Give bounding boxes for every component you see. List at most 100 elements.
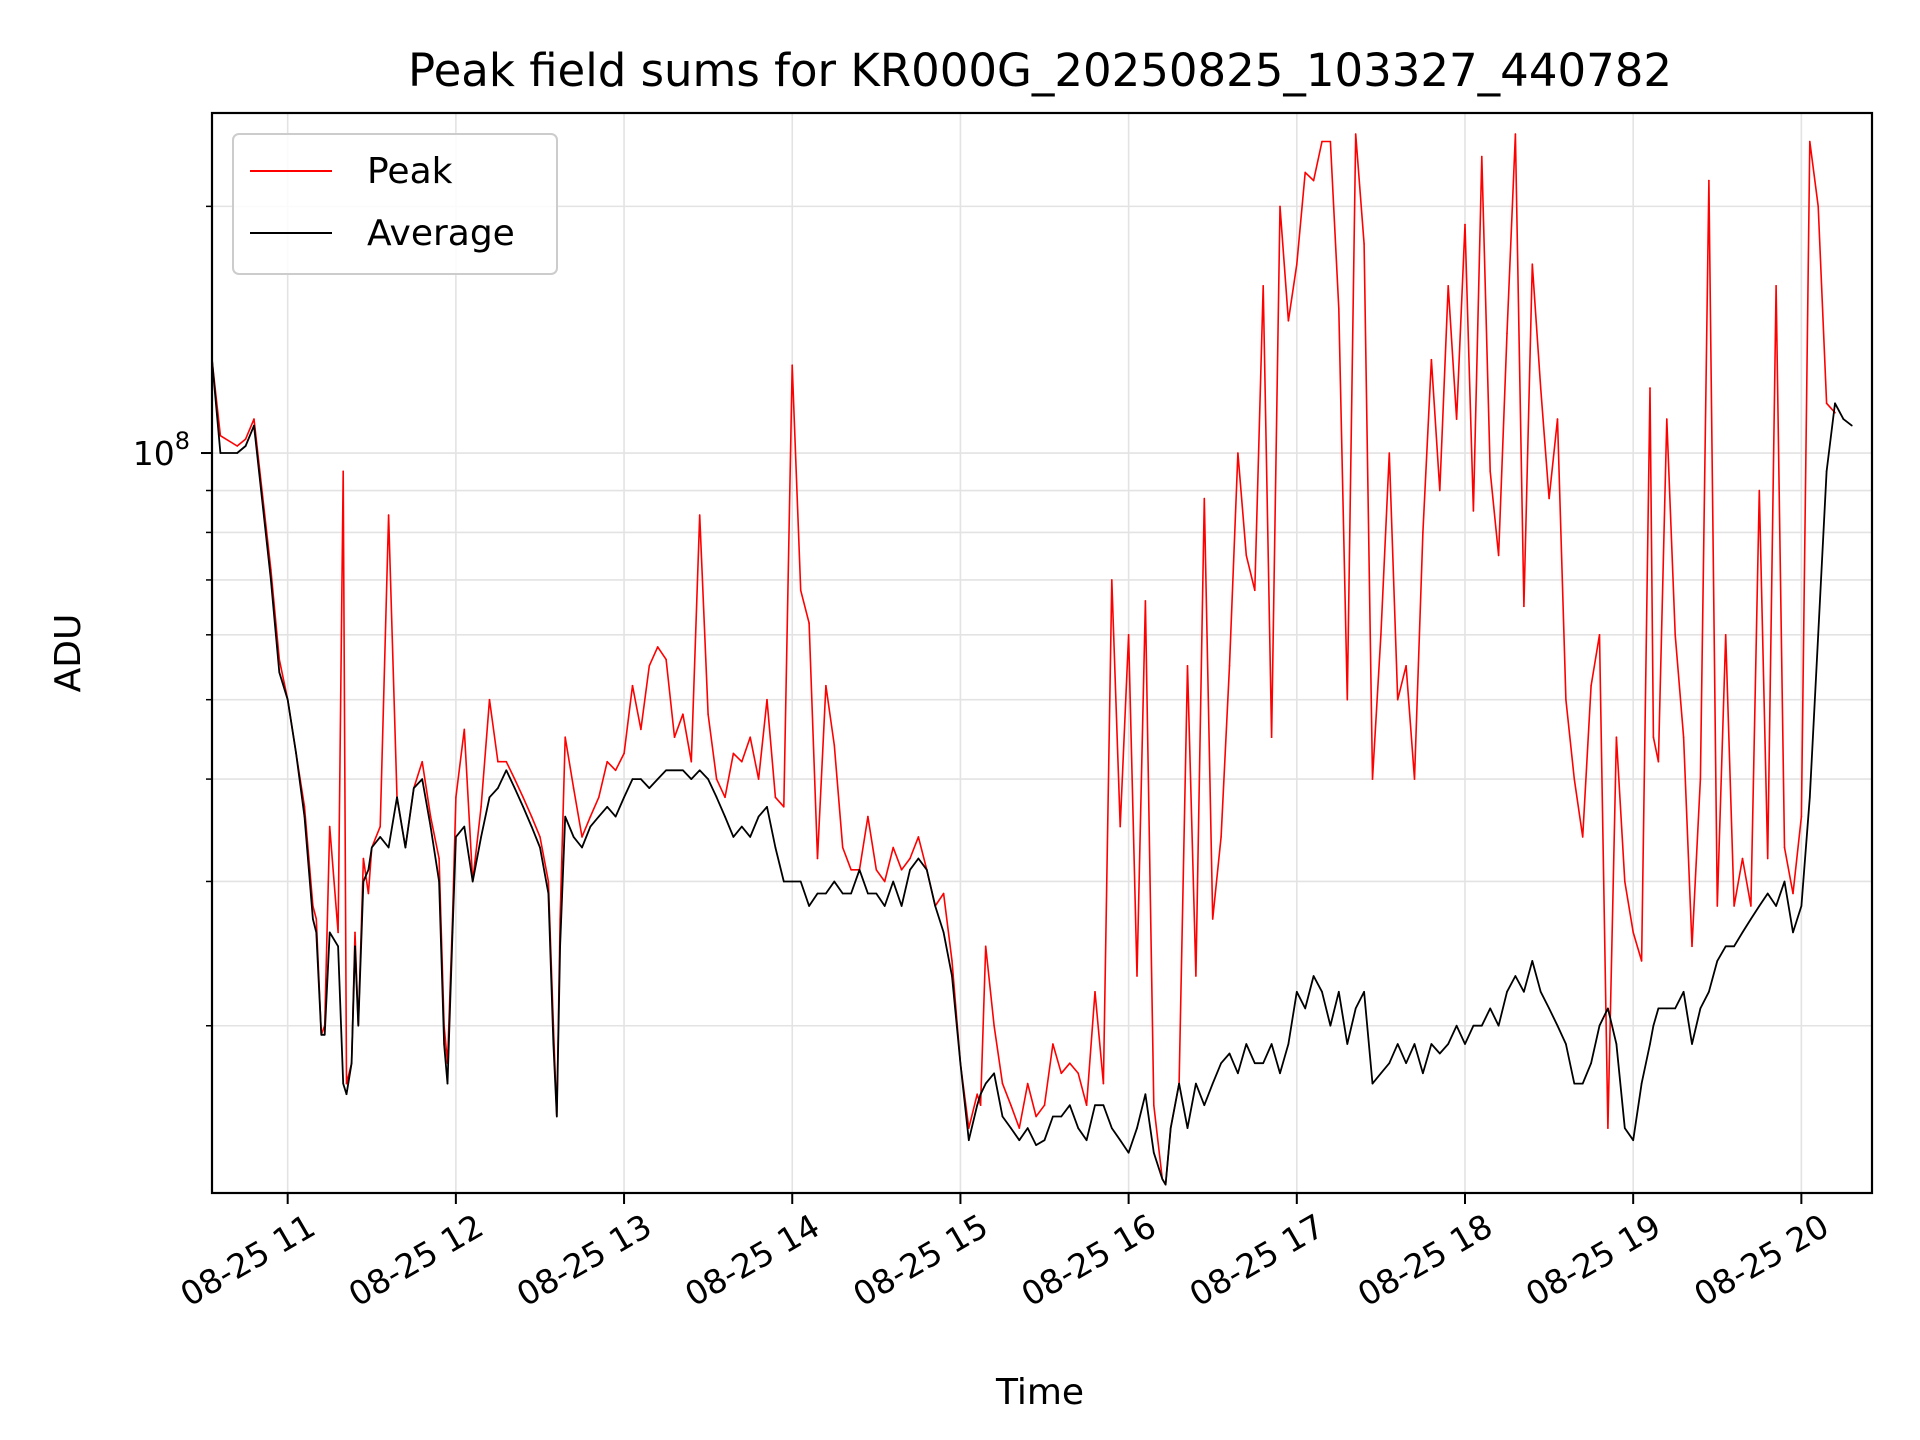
data-point-peak bbox=[656, 646, 659, 648]
data-point-average bbox=[1052, 1115, 1054, 1118]
data-point-peak bbox=[1523, 605, 1525, 608]
data-point-peak bbox=[1716, 905, 1719, 907]
data-point-peak bbox=[1321, 140, 1323, 143]
data-point-average bbox=[1018, 1139, 1021, 1141]
data-point-average bbox=[1321, 991, 1323, 993]
data-point-average bbox=[640, 778, 642, 780]
data-point-average bbox=[1178, 1082, 1180, 1085]
data-point-average bbox=[1649, 1043, 1651, 1045]
data-point-average bbox=[1069, 1104, 1071, 1106]
data-point-peak bbox=[1439, 489, 1441, 492]
data-point-average bbox=[867, 892, 869, 895]
data-point-peak bbox=[1396, 698, 1399, 701]
data-point-peak bbox=[589, 815, 592, 818]
data-point-average bbox=[350, 1062, 353, 1064]
data-point-peak bbox=[1624, 880, 1626, 883]
data-point-average bbox=[1245, 1043, 1248, 1045]
data-point-peak bbox=[749, 736, 751, 738]
data-point-average bbox=[656, 778, 659, 780]
data-point-peak bbox=[1691, 945, 1693, 948]
data-point-peak bbox=[253, 418, 255, 420]
data-point-peak bbox=[1514, 133, 1517, 135]
data-point-peak bbox=[1430, 358, 1433, 361]
data-point-average bbox=[1371, 1082, 1374, 1085]
data-point-peak bbox=[707, 713, 709, 715]
data-point-average bbox=[1026, 1127, 1029, 1129]
data-point-average bbox=[1211, 1082, 1214, 1085]
data-point-average bbox=[757, 815, 760, 818]
data-point-peak bbox=[1531, 263, 1534, 266]
data-point-peak bbox=[1371, 778, 1374, 780]
data-point-average bbox=[1842, 418, 1845, 420]
data-point-average bbox=[1573, 1082, 1576, 1085]
data-point-average bbox=[337, 945, 339, 948]
data-point-peak bbox=[1497, 554, 1500, 557]
data-point-average bbox=[1556, 1024, 1559, 1027]
data-point-peak bbox=[875, 869, 878, 871]
data-point-peak bbox=[539, 836, 541, 838]
data-point-peak bbox=[1043, 1104, 1046, 1106]
data-point-average bbox=[1666, 1007, 1668, 1010]
data-point-average bbox=[421, 778, 424, 780]
data-point-average bbox=[1657, 1007, 1660, 1010]
data-point-average bbox=[552, 1043, 555, 1045]
data-point-peak bbox=[833, 744, 836, 746]
legend-label-peak: Peak bbox=[367, 151, 453, 192]
data-point-average bbox=[1632, 1139, 1634, 1141]
data-point-peak bbox=[1354, 133, 1357, 135]
data-point-peak bbox=[1052, 1043, 1054, 1045]
data-point-peak bbox=[979, 1104, 982, 1106]
data-point-peak bbox=[328, 825, 331, 828]
data-point-average bbox=[471, 880, 474, 883]
data-point-average bbox=[749, 836, 751, 838]
data-point-peak bbox=[614, 769, 617, 772]
data-point-peak bbox=[480, 806, 482, 808]
data-point-peak bbox=[1581, 836, 1584, 838]
data-point-peak bbox=[354, 931, 356, 934]
data-point-average bbox=[1851, 424, 1853, 427]
data-point-average bbox=[323, 1034, 326, 1036]
data-point-average bbox=[1237, 1072, 1239, 1075]
data-point-average bbox=[1363, 991, 1365, 993]
plot-frame bbox=[210, 111, 1874, 1195]
data-point-average bbox=[959, 1062, 962, 1064]
data-point-peak bbox=[1615, 736, 1618, 738]
data-point-peak bbox=[640, 728, 642, 731]
data-point-average bbox=[328, 931, 331, 934]
data-point-average bbox=[648, 787, 651, 789]
data-point-peak bbox=[1304, 171, 1306, 174]
data-point-average bbox=[1422, 1072, 1424, 1075]
data-point-peak bbox=[387, 514, 390, 516]
data-point-peak bbox=[1346, 698, 1349, 701]
data-point-peak bbox=[1010, 1104, 1012, 1106]
data-point-peak bbox=[236, 445, 238, 447]
data-point-average bbox=[539, 846, 541, 849]
data-point-average bbox=[371, 846, 373, 849]
data-point-peak bbox=[1556, 418, 1559, 420]
data-point-peak bbox=[362, 857, 365, 860]
data-point-average bbox=[665, 769, 667, 772]
data-point-average bbox=[1834, 402, 1836, 405]
data-point-average bbox=[513, 787, 516, 789]
data-point-average bbox=[1708, 991, 1710, 993]
data-point-peak bbox=[1203, 497, 1206, 500]
data-point-average bbox=[673, 769, 676, 772]
data-point-average bbox=[320, 1034, 323, 1036]
data-point-peak bbox=[690, 760, 693, 763]
data-point-average bbox=[315, 931, 318, 934]
data-point-peak bbox=[505, 760, 508, 763]
data-point-peak bbox=[841, 846, 844, 849]
data-point-average bbox=[1413, 1043, 1416, 1045]
data-point-average bbox=[1346, 1043, 1349, 1045]
data-point-peak bbox=[1329, 140, 1332, 143]
data-point-average bbox=[1615, 1043, 1618, 1045]
data-point-peak bbox=[342, 470, 345, 473]
legend: Peak Average bbox=[232, 133, 558, 275]
data-point-peak bbox=[1640, 960, 1643, 962]
data-point-peak bbox=[766, 698, 768, 701]
data-point-peak bbox=[1632, 931, 1634, 934]
data-point-average bbox=[1102, 1104, 1105, 1106]
data-point-peak bbox=[429, 815, 432, 818]
data-point-peak bbox=[1750, 905, 1752, 907]
data-point-average bbox=[774, 846, 777, 849]
